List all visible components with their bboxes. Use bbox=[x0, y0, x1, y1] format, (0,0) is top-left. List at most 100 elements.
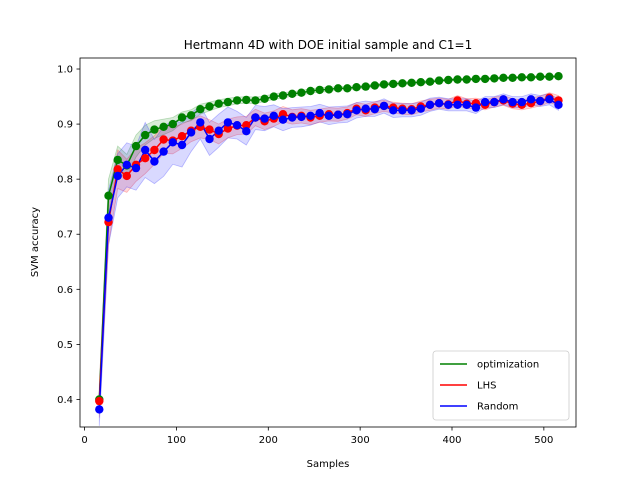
point-optimization bbox=[398, 79, 407, 88]
point-random bbox=[554, 100, 563, 110]
x-tick-label: 500 bbox=[534, 435, 553, 446]
point-random bbox=[425, 100, 435, 110]
point-random bbox=[297, 112, 306, 122]
point-optimization bbox=[141, 130, 150, 140]
point-optimization bbox=[196, 105, 205, 114]
point-lhs bbox=[113, 165, 122, 174]
point-optimization bbox=[379, 80, 389, 89]
y-axis-label: SVM accuracy bbox=[30, 207, 41, 277]
point-optimization bbox=[343, 84, 352, 93]
x-axis: 0 100 200 300 400 500 bbox=[81, 427, 553, 446]
point-optimization bbox=[444, 75, 453, 85]
point-random bbox=[508, 97, 517, 107]
point-random bbox=[141, 145, 150, 155]
point-optimization bbox=[425, 77, 435, 86]
y-tick-label: 1.0 bbox=[57, 65, 73, 76]
point-optimization bbox=[113, 155, 122, 165]
point-random bbox=[196, 118, 205, 127]
point-optimization bbox=[361, 82, 370, 91]
point-random bbox=[545, 95, 554, 104]
y-tick-label: 0.8 bbox=[57, 175, 73, 186]
point-optimization bbox=[214, 99, 223, 108]
point-optimization bbox=[508, 73, 517, 83]
point-optimization bbox=[554, 72, 563, 81]
x-tick-label: 400 bbox=[442, 435, 461, 446]
point-optimization bbox=[499, 73, 508, 83]
band-random bbox=[98, 93, 559, 426]
point-random bbox=[471, 103, 481, 112]
point-random bbox=[434, 99, 444, 108]
point-lhs bbox=[177, 132, 187, 141]
point-optimization bbox=[471, 74, 481, 84]
point-optimization bbox=[352, 83, 361, 92]
point-optimization bbox=[269, 92, 278, 101]
point-random bbox=[352, 106, 361, 115]
point-optimization bbox=[315, 85, 324, 95]
point-random bbox=[462, 100, 471, 110]
point-random bbox=[389, 106, 398, 115]
point-optimization bbox=[480, 74, 490, 84]
point-random bbox=[122, 160, 131, 169]
point-random bbox=[536, 96, 545, 106]
point-random bbox=[315, 108, 324, 118]
point-lhs bbox=[242, 121, 251, 130]
y-axis: 0.4 0.5 0.6 0.7 0.8 0.9 1.0 bbox=[57, 65, 80, 406]
x-tick-label: 300 bbox=[351, 435, 370, 446]
point-optimization bbox=[526, 73, 536, 82]
point-random bbox=[214, 126, 223, 135]
point-optimization bbox=[462, 75, 471, 84]
point-lhs bbox=[150, 145, 159, 155]
point-optimization bbox=[168, 119, 177, 129]
point-optimization bbox=[232, 96, 242, 105]
point-random bbox=[526, 95, 536, 104]
point-random bbox=[186, 128, 196, 137]
point-random bbox=[269, 111, 278, 121]
x-axis-label: Samples bbox=[307, 459, 350, 470]
point-lhs bbox=[122, 171, 131, 181]
legend-box bbox=[432, 350, 570, 421]
point-optimization bbox=[186, 111, 196, 120]
point-lhs bbox=[159, 135, 168, 144]
point-optimization bbox=[223, 97, 233, 107]
point-optimization bbox=[260, 94, 269, 104]
point-random bbox=[370, 105, 379, 114]
x-tick-label: 0 bbox=[81, 435, 87, 446]
point-optimization bbox=[490, 74, 499, 83]
point-random bbox=[499, 95, 508, 104]
point-optimization bbox=[370, 81, 379, 90]
point-optimization bbox=[242, 95, 251, 105]
legend: optimization LHS Random bbox=[432, 350, 570, 421]
y-tick-label: 0.6 bbox=[57, 285, 73, 296]
y-tick-label: 0.9 bbox=[57, 120, 73, 131]
point-optimization bbox=[389, 79, 398, 89]
point-random bbox=[232, 121, 242, 130]
point-random bbox=[104, 213, 113, 222]
point-optimization bbox=[545, 72, 554, 81]
point-lhs bbox=[205, 125, 214, 134]
y-tick-label: 0.4 bbox=[57, 395, 73, 406]
point-random bbox=[361, 104, 370, 113]
legend-label-random: Random bbox=[477, 402, 518, 413]
point-optimization bbox=[104, 191, 113, 200]
x-tick-label: 200 bbox=[259, 435, 278, 446]
point-random bbox=[343, 110, 352, 119]
point-optimization bbox=[288, 89, 297, 99]
point-optimization bbox=[297, 88, 306, 97]
point-optimization bbox=[416, 78, 425, 87]
point-random bbox=[306, 111, 315, 121]
point-optimization bbox=[324, 85, 334, 94]
point-lhs bbox=[141, 154, 150, 163]
point-random bbox=[223, 118, 233, 127]
point-random bbox=[131, 163, 141, 173]
point-random bbox=[517, 97, 526, 107]
point-random bbox=[205, 134, 214, 144]
point-random bbox=[260, 114, 269, 123]
point-random bbox=[278, 115, 288, 124]
y-tick-label: 0.7 bbox=[57, 230, 73, 241]
point-optimization bbox=[453, 75, 462, 84]
point-random bbox=[159, 147, 168, 156]
point-random bbox=[398, 106, 407, 115]
legend-label-optimization: optimization bbox=[477, 360, 539, 371]
point-optimization bbox=[333, 84, 343, 93]
